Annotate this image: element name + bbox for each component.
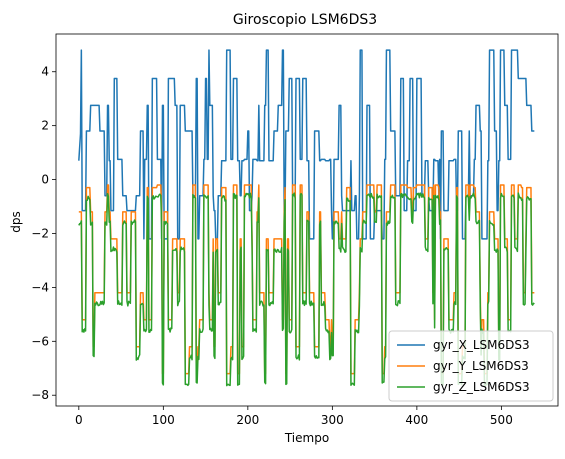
y-tick-label: −6 (31, 334, 49, 348)
legend-label: gyr_Y_LSM6DS3 (433, 359, 529, 373)
x-tick-label: 500 (490, 413, 513, 427)
x-tick-label: 0 (75, 413, 83, 427)
legend-label: gyr_Z_LSM6DS3 (433, 380, 530, 394)
y-tick-label: 0 (41, 173, 49, 187)
x-tick-label: 100 (152, 413, 175, 427)
y-tick-label: −8 (31, 388, 49, 402)
chart-title: Giroscopio LSM6DS3 (233, 12, 377, 28)
x-axis-label: Tiempo (284, 431, 329, 445)
y-tick-label: −2 (31, 226, 49, 240)
legend-box (388, 330, 554, 402)
x-tick-label: 200 (236, 413, 259, 427)
y-tick-label: 2 (41, 119, 49, 133)
legend-label: gyr_X_LSM6DS3 (433, 338, 530, 352)
series-line-gyr_X_LSM6DS3 (78, 49, 535, 240)
y-tick-label: 4 (41, 65, 49, 79)
y-tick-label: −4 (31, 280, 49, 294)
x-tick-label: 300 (321, 413, 344, 427)
plot-frame (55, 33, 559, 407)
x-tick-label: 400 (405, 413, 428, 427)
y-axis: −8 −6 −4 −2 0 2 4 (31, 65, 56, 402)
y-axis-label: dps (9, 211, 23, 233)
x-axis: 0 100 200 300 400 500 (75, 406, 513, 427)
legend: gyr_X_LSM6DS3 gyr_Y_LSM6DS3 gyr_Z_LSM6DS3 (388, 330, 554, 402)
